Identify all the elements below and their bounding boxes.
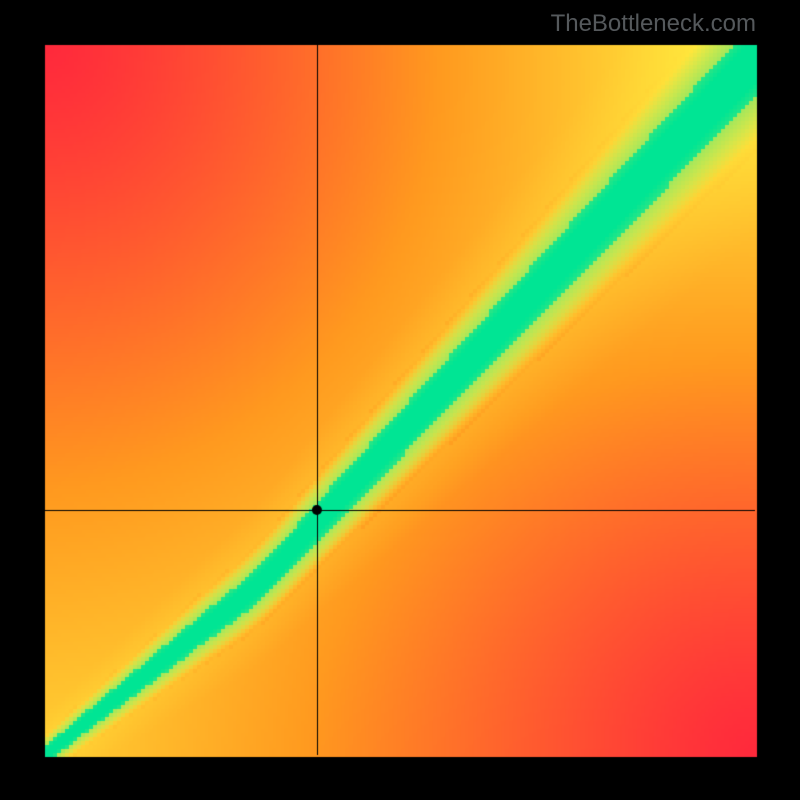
chart-container: TheBottleneck.com (0, 0, 800, 800)
watermark-text: TheBottleneck.com (551, 10, 756, 38)
bottleneck-heatmap (0, 0, 800, 800)
